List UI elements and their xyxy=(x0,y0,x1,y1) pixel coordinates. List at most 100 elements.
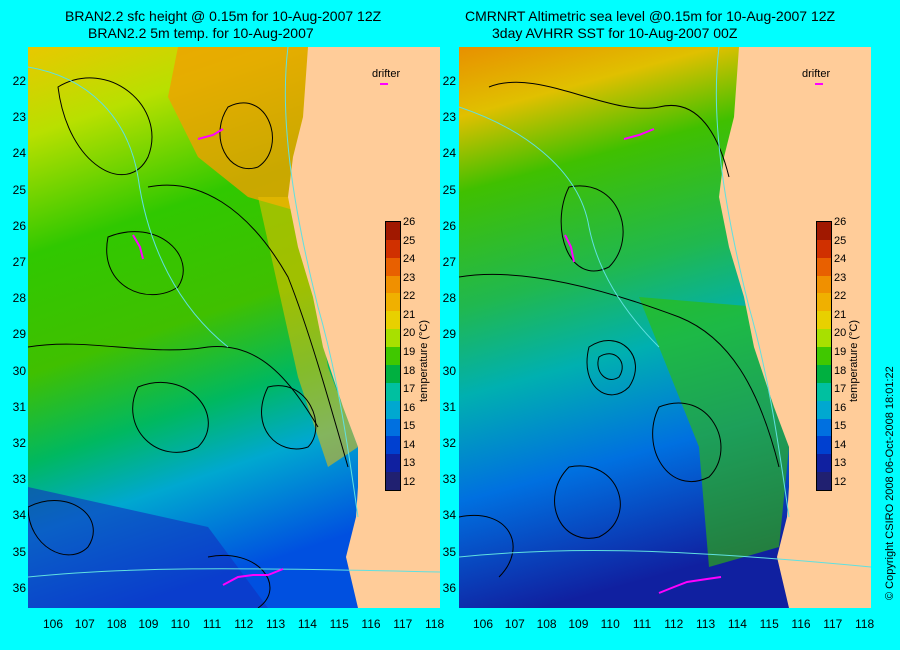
colorbar-label: 18 xyxy=(834,364,847,377)
colorbar-label: 21 xyxy=(834,308,847,321)
latitude-label: 23 xyxy=(12,110,26,125)
colorbar-label: 14 xyxy=(834,438,847,451)
colorbar-swatch xyxy=(817,400,831,420)
colorbar-swatch xyxy=(817,418,831,437)
latitude-label: 24 xyxy=(12,146,26,161)
colorbar-label: 24 xyxy=(834,253,847,266)
colorbar-label: 18 xyxy=(403,364,416,377)
colorbar-swatch xyxy=(386,347,400,366)
right-map-panel xyxy=(459,47,871,608)
longitude-label: 111 xyxy=(632,617,652,631)
longitude-label: 115 xyxy=(329,617,349,631)
latitude-label: 33 xyxy=(442,472,456,487)
longitude-label: 109 xyxy=(138,617,159,631)
colorbar-swatch xyxy=(817,329,831,348)
colorbar-swatch xyxy=(386,222,400,241)
copyright-text: © Copyright CSIRO 2008 06-Oct-2008 18:01… xyxy=(884,366,896,600)
right-land xyxy=(719,47,871,608)
colorbar-label: 25 xyxy=(403,234,416,247)
longitude-label: 118 xyxy=(425,617,445,631)
colorbar-swatch xyxy=(817,382,831,402)
left-land xyxy=(288,47,440,608)
colorbar-label: 23 xyxy=(834,271,847,284)
longitude-label: 108 xyxy=(106,617,127,631)
latitude-label: 30 xyxy=(442,363,456,378)
colorbar-label: 16 xyxy=(403,401,416,414)
longitude-label: 118 xyxy=(855,617,875,631)
colorbar-label: 20 xyxy=(403,327,416,340)
colorbar-label: 26 xyxy=(834,216,847,228)
left-title-line1: BRAN2.2 sfc height @ 0.15m for 10-Aug-20… xyxy=(65,8,382,24)
latitude-label: 32 xyxy=(12,436,26,450)
latitude-label: 23 xyxy=(442,110,456,125)
longitude-label: 113 xyxy=(266,617,286,631)
colorbar-label: 16 xyxy=(834,401,847,414)
latitude-label: 33 xyxy=(12,472,26,487)
latitude-label: 31 xyxy=(12,399,26,414)
colorbar-label: 23 xyxy=(403,271,416,284)
latitude-label: 30 xyxy=(12,363,26,378)
longitude-label: 110 xyxy=(600,617,620,631)
latitude-label: 25 xyxy=(12,182,26,197)
latitude-label: 22 xyxy=(12,74,26,88)
latitude-label: 36 xyxy=(12,580,26,595)
colorbar-label: 24 xyxy=(403,253,416,266)
colorbar-label: 22 xyxy=(834,290,847,303)
colorbar-swatch xyxy=(817,436,831,455)
colorbar-swatch xyxy=(817,275,831,294)
latitude-label: 29 xyxy=(442,327,456,342)
longitude-label: 106 xyxy=(42,617,64,631)
right-drifter-legend: drifter xyxy=(802,68,831,80)
colorbar-label: 14 xyxy=(403,438,416,451)
longitude-label: 112 xyxy=(234,617,254,631)
colorbar-label: 19 xyxy=(834,346,847,358)
left-title-line2: BRAN2.2 5m temp. for 10-Aug-2007 xyxy=(88,25,314,41)
colorbar-swatch xyxy=(386,275,400,294)
colorbar-label: 19 xyxy=(403,346,416,358)
colorbar-swatch xyxy=(817,311,831,330)
colorbar-swatch xyxy=(386,400,400,420)
colorbar-label: 12 xyxy=(834,476,847,488)
colorbar-label: 12 xyxy=(403,476,416,488)
right-title-line1: CMRNRT Altimetric sea level @0.15m for 1… xyxy=(465,8,836,24)
colorbar-swatch xyxy=(386,311,400,330)
latitude-label: 29 xyxy=(12,327,26,342)
colorbar-label: 21 xyxy=(403,308,416,321)
left-map-panel xyxy=(28,47,440,608)
longitude-label: 116 xyxy=(361,617,381,631)
colorbar-swatch xyxy=(817,472,831,491)
left-colorbar-title: temperature (°C) xyxy=(418,319,430,402)
longitude-label: 116 xyxy=(791,617,811,631)
colorbar-label: 17 xyxy=(403,383,416,396)
colorbar-label: 17 xyxy=(834,383,847,396)
longitude-label: 117 xyxy=(823,617,843,631)
right-coastal-green xyxy=(639,297,789,567)
longitude-label: 106 xyxy=(472,617,494,631)
colorbar-label: 15 xyxy=(834,420,847,433)
colorbar-swatch xyxy=(386,418,400,437)
latitude-label: 27 xyxy=(12,255,26,269)
right-drifters xyxy=(564,83,823,594)
longitude-label: 114 xyxy=(297,617,317,631)
colorbar-swatch xyxy=(386,364,400,384)
latitude-label: 26 xyxy=(442,218,456,233)
colorbar-swatch xyxy=(817,257,831,277)
colorbar-swatch xyxy=(386,436,400,455)
colorbar-label: 20 xyxy=(834,327,847,340)
colorbar-swatch xyxy=(386,293,400,312)
latitude-label: 34 xyxy=(12,508,26,523)
colorbar-label: 22 xyxy=(403,290,416,303)
latitude-label: 28 xyxy=(442,291,456,306)
colorbar-swatch xyxy=(386,239,400,259)
colorbar-frame xyxy=(816,221,832,491)
left-drifters xyxy=(132,83,388,586)
latitude-label: 24 xyxy=(442,146,456,161)
longitude-label: 109 xyxy=(568,617,589,631)
colorbar-swatch xyxy=(817,293,831,312)
latitude-label: 26 xyxy=(12,218,26,233)
left-cold-south xyxy=(28,487,268,608)
right-title-line2: 3day AVHRR SST for 10-Aug-2007 00Z xyxy=(492,25,738,41)
right-contours xyxy=(459,81,780,578)
colorbar-label: 26 xyxy=(403,216,416,228)
longitude-label: 110 xyxy=(170,617,190,631)
